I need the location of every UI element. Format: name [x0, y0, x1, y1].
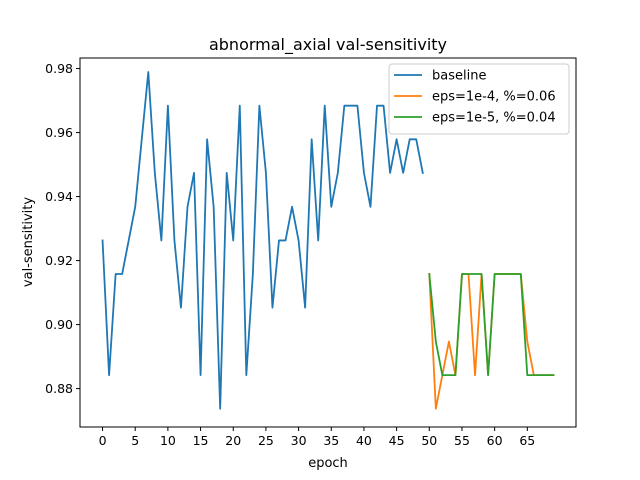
y-tick-label: 0.96	[45, 125, 73, 140]
x-tick-label: 50	[421, 433, 437, 448]
legend-frame	[388, 63, 570, 135]
x-tick-label: 30	[291, 433, 307, 448]
x-tick-label: 35	[323, 433, 339, 448]
x-tick-label: 15	[193, 433, 209, 448]
x-tick-label: 10	[160, 433, 176, 448]
x-tick-label: 65	[519, 433, 535, 448]
x-tick-label: 20	[225, 433, 241, 448]
x-tick-label: 45	[389, 433, 405, 448]
x-tick-label: 0	[99, 433, 107, 448]
plot-frame	[79, 57, 577, 428]
x-tick-label: 25	[258, 433, 274, 448]
y-tick-label: 0.92	[45, 253, 73, 268]
chart-title: abnormal_axial val-sensitivity	[209, 35, 447, 55]
x-axis-label: epoch	[308, 456, 348, 471]
x-tick-label: 60	[487, 433, 503, 448]
legend-label-2: eps=1e-5, %=0.04	[432, 111, 556, 126]
x-axis: 0 5 10 15 20 25 30 35 40 45 50 55 60 65	[99, 427, 535, 448]
x-tick-label: 5	[131, 433, 139, 448]
legend-label-0: baseline	[432, 69, 486, 84]
series-line-0	[101, 71, 424, 410]
y-axis: 0.88 0.90 0.92 0.94 0.96 0.98	[45, 61, 80, 396]
y-tick-label: 0.88	[45, 381, 73, 396]
legend-label-1: eps=1e-4, %=0.06	[432, 90, 556, 105]
y-axis-label: val-sensitivity	[21, 197, 36, 287]
x-tick-label: 55	[454, 433, 470, 448]
legend: baseline eps=1e-4, %=0.06 eps=1e-5, %=0.04	[388, 63, 570, 135]
series-line-2	[428, 273, 555, 377]
y-tick-label: 0.98	[45, 61, 73, 76]
y-tick-label: 0.94	[45, 189, 73, 204]
series-layer	[101, 71, 555, 410]
y-tick-label: 0.90	[45, 317, 73, 332]
x-tick-label: 40	[356, 433, 372, 448]
